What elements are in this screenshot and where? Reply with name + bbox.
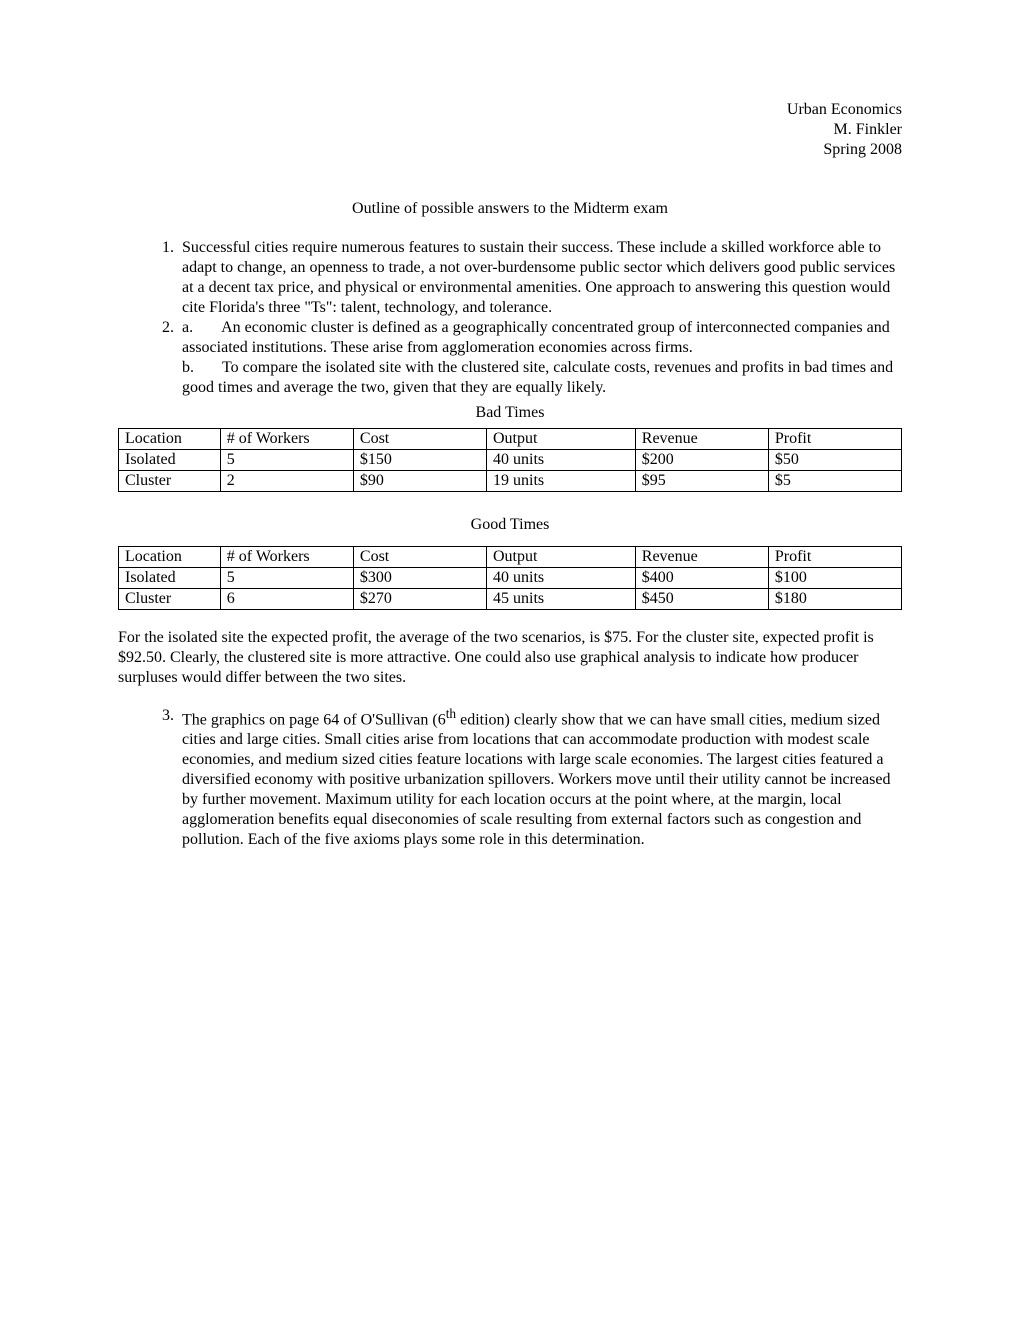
list-number: 1. — [142, 238, 182, 318]
subpart-b-label: b. — [182, 359, 194, 376]
table-cell: 19 units — [487, 471, 636, 492]
table-header: Revenue — [635, 429, 768, 450]
table-cell: 5 — [220, 568, 353, 589]
table-cell: $270 — [353, 589, 486, 610]
table-cell: Isolated — [119, 450, 221, 471]
table-cell: $450 — [635, 589, 768, 610]
table-cell: 6 — [220, 589, 353, 610]
table-label-bad-times: Bad Times — [118, 404, 902, 422]
term: Spring 2008 — [118, 140, 902, 160]
table-cell: Isolated — [119, 568, 221, 589]
list-number: 2. — [142, 318, 182, 398]
table-header: # of Workers — [220, 547, 353, 568]
table-label-good-times: Good Times — [118, 516, 902, 534]
table-header: Location — [119, 429, 221, 450]
table-cell: 40 units — [487, 450, 636, 471]
answer-item-1: 1. Successful cities require numerous fe… — [142, 238, 902, 318]
table-header: Profit — [768, 429, 901, 450]
table-cell: 2 — [220, 471, 353, 492]
conclusion-paragraph: For the isolated site the expected profi… — [118, 628, 902, 688]
table-header: Cost — [353, 429, 486, 450]
table-cell: $50 — [768, 450, 901, 471]
ordinal-superscript: th — [446, 706, 456, 721]
table-cell: 40 units — [487, 568, 636, 589]
answer-item-2: 2. a. An economic cluster is defined as … — [142, 318, 902, 398]
table-cell: $200 — [635, 450, 768, 471]
table-header: # of Workers — [220, 429, 353, 450]
table-good-times: Location # of Workers Cost Output Revenu… — [118, 546, 902, 610]
table-bad-times: Location # of Workers Cost Output Revenu… — [118, 428, 902, 492]
subpart-b-text: To compare the isolated site with the cl… — [182, 359, 893, 396]
table-cell: $400 — [635, 568, 768, 589]
answer-item-3: 3. The graphics on page 64 of O'Sullivan… — [142, 706, 902, 850]
table-row: Location # of Workers Cost Output Revenu… — [119, 429, 902, 450]
table-header: Output — [487, 429, 636, 450]
table-header: Cost — [353, 547, 486, 568]
table-header: Location — [119, 547, 221, 568]
document-header: Urban Economics M. Finkler Spring 2008 — [118, 100, 902, 160]
table-header: Output — [487, 547, 636, 568]
table-row: Isolated 5 $150 40 units $200 $50 — [119, 450, 902, 471]
table-cell: $95 — [635, 471, 768, 492]
table-cell: Cluster — [119, 589, 221, 610]
list-number: 3. — [142, 706, 182, 850]
table-cell: $150 — [353, 450, 486, 471]
subpart-a-label: a. — [182, 319, 193, 336]
table-row: Cluster 6 $270 45 units $450 $180 — [119, 589, 902, 610]
table-cell: $180 — [768, 589, 901, 610]
table-cell: $90 — [353, 471, 486, 492]
table-header: Profit — [768, 547, 901, 568]
table-cell: Cluster — [119, 471, 221, 492]
answer-text-3: The graphics on page 64 of O'Sullivan (6… — [182, 706, 902, 850]
table-row: Location # of Workers Cost Output Revenu… — [119, 547, 902, 568]
table-row: Isolated 5 $300 40 units $400 $100 — [119, 568, 902, 589]
table-cell: 5 — [220, 450, 353, 471]
answer-text-1: Successful cities require numerous featu… — [182, 238, 902, 318]
subpart-a-text: An economic cluster is defined as a geog… — [182, 319, 890, 356]
course-name: Urban Economics — [118, 100, 902, 120]
table-cell: $300 — [353, 568, 486, 589]
table-cell: $5 — [768, 471, 901, 492]
document-title: Outline of possible answers to the Midte… — [118, 200, 902, 218]
table-header: Revenue — [635, 547, 768, 568]
table-cell: 45 units — [487, 589, 636, 610]
table-cell: $100 — [768, 568, 901, 589]
instructor-name: M. Finkler — [118, 120, 902, 140]
table-row: Cluster 2 $90 19 units $95 $5 — [119, 471, 902, 492]
